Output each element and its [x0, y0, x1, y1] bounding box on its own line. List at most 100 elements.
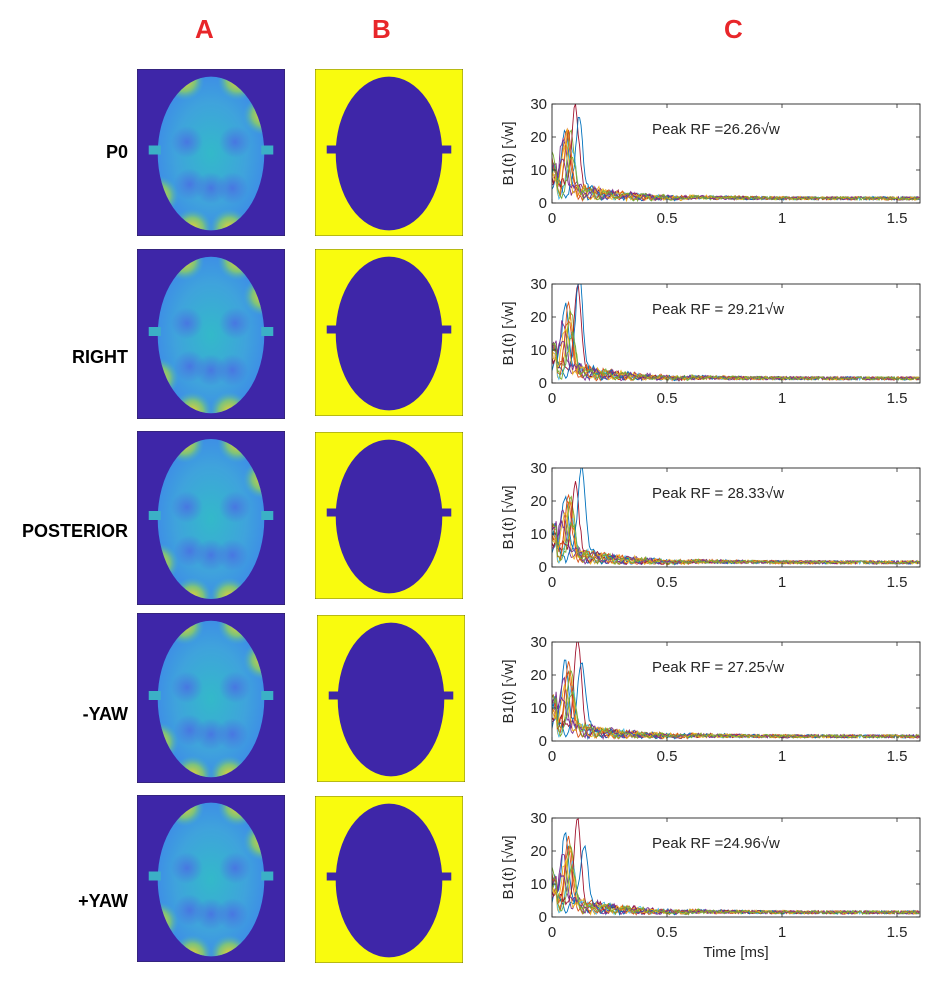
field-map-minus-yaw [137, 613, 285, 783]
row-label-plus-yaw: +YAW [78, 891, 128, 911]
y-tick-label: 20 [530, 309, 547, 326]
y-tick-label: 10 [530, 876, 547, 893]
series-line [552, 521, 920, 565]
series-line [552, 151, 920, 202]
x-tick-label: 0 [548, 924, 556, 941]
y-axis-label: B1(t) [√w] [500, 835, 517, 899]
field-map-posterior [137, 431, 285, 605]
peak-rf-annotation: Peak RF = 29.21√w [652, 301, 784, 318]
x-tick-label: 0.5 [657, 574, 678, 591]
plot-minus-yaw: 0 10 20 30 0 0.5 1 1.5 B1(t) [√w] Peak RF = 27.25… [500, 634, 921, 765]
row-label-right: RIGHT [72, 347, 128, 367]
y-tick-label: 20 [530, 667, 547, 684]
x-axis-label: Time [ms] [703, 944, 768, 961]
mask-minus-yaw [317, 615, 465, 782]
series-line [552, 128, 920, 201]
y-tick-label: 0 [539, 733, 547, 750]
series-line [552, 690, 920, 740]
x-tick-label: 1.5 [887, 924, 908, 941]
row-label-posterior: POSTERIOR [21, 521, 128, 541]
series-line [552, 468, 920, 566]
series-line [552, 493, 920, 565]
mask-plus-yaw [315, 796, 463, 963]
y-tick-label: 30 [530, 634, 547, 651]
plot-right: 0 10 20 30 0 0.5 1 1.5 B1(t) [√w] Peak RF = 29.21… [500, 276, 921, 407]
plot-p0: 0 10 20 30 0 0.5 1 1.5 B1(t) [√w] Peak RF =26.26√… [500, 96, 921, 227]
x-tick-label: 1.5 [887, 748, 908, 765]
plot-frame [551, 817, 921, 918]
y-axis-label: B1(t) [√w] [500, 659, 517, 723]
x-tick-label: 1 [778, 748, 786, 765]
y-tick-label: 10 [530, 342, 547, 359]
series-line [552, 331, 920, 382]
column-heading-a: A [195, 14, 214, 44]
y-tick-label: 0 [539, 559, 547, 576]
series-line [552, 818, 920, 915]
mask-posterior [315, 432, 463, 599]
series-line [552, 864, 920, 916]
plot-frame [551, 103, 921, 204]
field-map-plus-yaw [137, 795, 285, 962]
field-map-p0 [137, 69, 285, 236]
series-line [552, 127, 920, 203]
x-tick-label: 0.5 [657, 924, 678, 941]
peak-rf-annotation: Peak RF =26.26√w [652, 121, 780, 138]
series-line [552, 104, 920, 201]
y-tick-label: 20 [530, 129, 547, 146]
y-tick-label: 0 [539, 195, 547, 212]
series-line [552, 310, 920, 381]
x-tick-label: 0 [548, 390, 556, 407]
y-axis-label: B1(t) [√w] [500, 121, 517, 185]
y-tick-label: 10 [530, 162, 547, 179]
plot-frame [551, 467, 921, 568]
x-tick-label: 0 [548, 748, 556, 765]
mask-right [315, 249, 463, 416]
series-line [552, 500, 920, 566]
x-tick-label: 1 [778, 210, 786, 227]
peak-rf-annotation: Peak RF = 28.33√w [652, 485, 784, 502]
plot-posterior: 0 10 20 30 0 0.5 1 1.5 B1(t) [√w] Peak RF = 28.33… [500, 460, 921, 591]
y-tick-label: 30 [530, 96, 547, 113]
y-tick-label: 30 [530, 810, 547, 827]
row-label-p0: P0 [105, 142, 128, 162]
plot-frame [551, 283, 921, 384]
x-tick-label: 1.5 [887, 574, 908, 591]
row-label-minus-yaw: -YAW [82, 704, 128, 724]
y-axis-label: B1(t) [√w] [500, 485, 517, 549]
y-tick-label: 10 [530, 700, 547, 717]
column-heading-c: C [724, 14, 743, 44]
y-axis-label: B1(t) [√w] [500, 301, 517, 365]
y-tick-label: 30 [530, 276, 547, 293]
series-line [552, 284, 920, 382]
series-line [552, 129, 920, 201]
x-tick-label: 0.5 [657, 390, 678, 407]
mask-p0 [315, 69, 463, 236]
y-tick-label: 20 [530, 493, 547, 510]
x-tick-label: 0.5 [657, 748, 678, 765]
series-line [552, 340, 920, 382]
y-tick-label: 30 [530, 460, 547, 477]
y-tick-label: 20 [530, 843, 547, 860]
series-line [552, 642, 920, 740]
x-tick-label: 0 [548, 574, 556, 591]
x-tick-label: 1.5 [887, 210, 908, 227]
y-tick-label: 0 [539, 375, 547, 392]
x-tick-label: 0.5 [657, 210, 678, 227]
x-tick-label: 1 [778, 574, 786, 591]
series-line [552, 843, 920, 916]
plot-frame [551, 641, 921, 742]
y-tick-label: 0 [539, 909, 547, 926]
peak-rf-annotation: Peak RF = 27.25√w [652, 659, 784, 676]
peak-rf-annotation: Peak RF =24.96√w [652, 835, 780, 852]
x-tick-label: 1 [778, 390, 786, 407]
plot-plus-yaw: 0 10 20 30 0 0.5 1 1.5 B1(t) [√w] Peak RF =24.96√… [500, 810, 921, 961]
y-tick-label: 10 [530, 526, 547, 543]
series-line [552, 670, 920, 740]
column-heading-b: B [372, 14, 391, 44]
x-tick-label: 0 [548, 210, 556, 227]
field-map-right [137, 249, 285, 419]
x-tick-label: 1 [778, 924, 786, 941]
series-line [552, 872, 920, 916]
x-tick-label: 1.5 [887, 390, 908, 407]
series-line [552, 284, 920, 382]
